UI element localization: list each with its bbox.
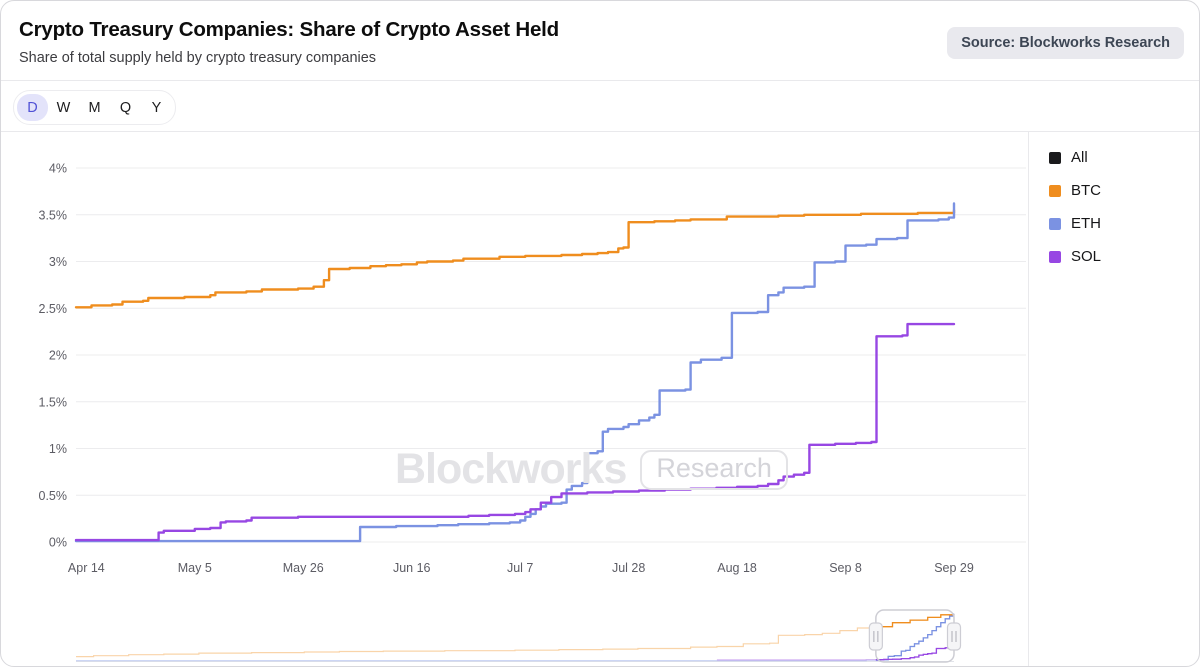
sol-line: [74, 322, 956, 542]
header: Crypto Treasury Companies: Share of Cryp…: [1, 1, 1199, 81]
legend: All BTC ETH SOL: [1028, 132, 1199, 666]
legend-item-eth[interactable]: ETH: [1049, 207, 1199, 240]
legend-label: SOL: [1071, 248, 1102, 265]
y-axis-tick: 0.5%: [39, 489, 68, 503]
range-button-q[interactable]: Q: [110, 94, 141, 121]
x-axis-tick: Apr 14: [68, 561, 105, 575]
range-button-d[interactable]: D: [17, 94, 48, 121]
legend-swatch-all: [1049, 151, 1061, 164]
eth-line: [74, 202, 956, 543]
navigator-btc-line-selected: [875, 614, 954, 629]
line-chart-canvas[interactable]: 0% 0.5% 1% 1.5% 2% 2.5% 3% 3.5% 4% Apr 14 May 5 May…: [1, 132, 1028, 667]
y-axis-tick: 3%: [49, 255, 67, 269]
y-axis-tick: 4%: [49, 162, 67, 176]
navigator-btc-line: [76, 614, 955, 658]
chart-area: Blockworks Research 0% 0.5% 1% 1.5% 2% 2.5% 3%…: [1, 132, 1028, 667]
brush-handle-left[interactable]: [868, 622, 883, 651]
legend-swatch-sol: [1049, 250, 1061, 263]
source-badge: Source: Blockworks Research: [947, 27, 1184, 59]
x-axis-tick: Sep 8: [829, 561, 862, 575]
x-axis-tick: Jun 16: [393, 561, 431, 575]
legend-swatch-btc: [1049, 184, 1061, 197]
legend-label: ETH: [1071, 215, 1101, 232]
page-title: Crypto Treasury Companies: Share of Cryp…: [19, 18, 559, 41]
legend-item-btc[interactable]: BTC: [1049, 174, 1199, 207]
y-axis-tick: 1%: [49, 442, 67, 456]
brush-handle-right[interactable]: [946, 622, 962, 651]
btc-line: [74, 208, 956, 309]
navigator-sol-line: [716, 647, 955, 661]
legend-item-all[interactable]: All: [1049, 141, 1199, 174]
x-axis-tick: Jul 7: [507, 561, 533, 575]
y-axis-tick: 2%: [49, 349, 67, 363]
page-subtitle: Share of total supply held by crypto tre…: [19, 50, 377, 66]
legend-label: BTC: [1071, 182, 1101, 199]
range-button-y[interactable]: Y: [141, 94, 172, 121]
x-axis-tick: Jul 28: [612, 561, 645, 575]
legend-label: All: [1071, 149, 1088, 166]
range-button-w[interactable]: W: [48, 94, 79, 121]
x-axis-tick: May 26: [283, 561, 324, 575]
x-axis-tick: May 5: [178, 561, 212, 575]
y-axis-tick: 3.5%: [39, 208, 68, 222]
legend-item-sol[interactable]: SOL: [1049, 240, 1199, 273]
y-axis-tick: 1.5%: [39, 395, 68, 409]
x-axis-tick: Sep 29: [934, 561, 974, 575]
navigator-sol-line-selected: [875, 647, 954, 661]
y-axis-tick: 2.5%: [39, 302, 68, 316]
navigator-brush-window[interactable]: [875, 609, 955, 663]
y-axis-tick: 0%: [49, 536, 67, 550]
legend-swatch-eth: [1049, 217, 1061, 230]
x-axis-tick: Aug 18: [717, 561, 757, 575]
range-button-m[interactable]: M: [79, 94, 110, 121]
